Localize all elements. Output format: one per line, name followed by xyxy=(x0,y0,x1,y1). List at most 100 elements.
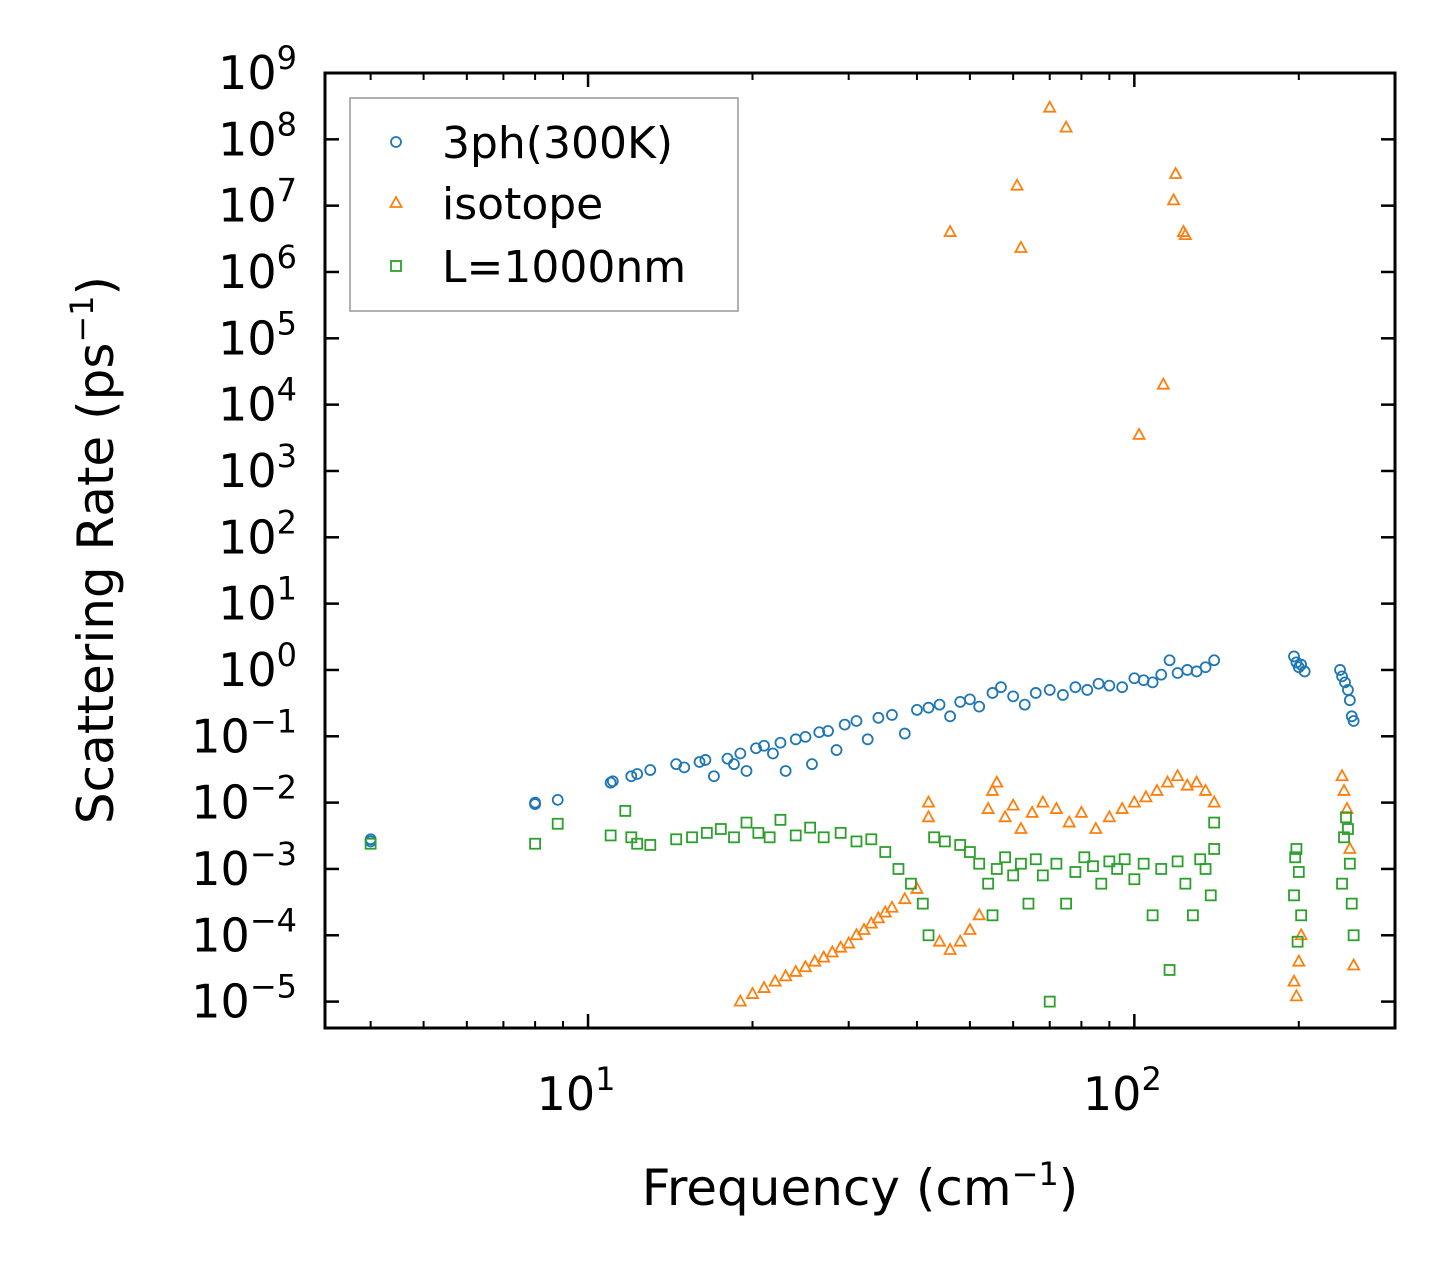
data-point-circle xyxy=(1181,664,1194,676)
data-point-circle xyxy=(693,756,706,768)
data-point-triangle xyxy=(733,993,748,1007)
y-tick-label: 108 xyxy=(218,105,297,166)
data-point-triangle xyxy=(1294,927,1309,941)
data-point-circle xyxy=(886,709,898,721)
legend-marker-circle xyxy=(390,136,402,148)
data-point-triangle xyxy=(841,935,856,949)
data-point-triangle xyxy=(884,899,899,913)
data-point-square xyxy=(529,837,541,850)
legend-label-isotope: isotope xyxy=(442,179,603,230)
data-point-square xyxy=(916,897,929,910)
data-point-circle xyxy=(678,761,691,774)
data-point-circle xyxy=(699,754,712,766)
data-point-circle xyxy=(933,698,946,711)
data-point-square xyxy=(1199,863,1212,875)
y-tick-label: 102 xyxy=(218,503,297,564)
data-point-circle xyxy=(604,776,617,789)
data-point-circle xyxy=(1199,661,1212,674)
data-point-triangle xyxy=(1178,227,1193,240)
data-point-triangle xyxy=(1035,794,1050,808)
data-point-square xyxy=(1078,851,1091,864)
data-point-triangle xyxy=(1291,953,1306,967)
data-point-square xyxy=(551,817,564,830)
data-point-circle xyxy=(1029,687,1042,699)
y-tick-label: 106 xyxy=(218,238,297,299)
legend-label-3ph: 3ph(300K) xyxy=(442,118,673,169)
data-point-square xyxy=(922,929,935,942)
data-point-triangle xyxy=(856,922,872,935)
data-point-circle xyxy=(922,701,935,714)
data-point-circle xyxy=(813,726,826,739)
data-point-triangle xyxy=(1013,821,1028,834)
data-point-circle xyxy=(986,687,999,699)
data-point-circle xyxy=(1081,684,1094,696)
data-point-triangle xyxy=(1138,789,1153,803)
data-point-circle xyxy=(799,730,812,743)
data-point-circle xyxy=(779,765,792,777)
data-point-square xyxy=(905,877,917,890)
data-point-triangle xyxy=(807,953,822,967)
data-point-triangle xyxy=(1170,768,1185,782)
data-point-square xyxy=(1087,860,1099,873)
data-point-triangle xyxy=(1289,988,1304,1002)
data-point-triangle xyxy=(745,986,760,999)
data-point-square xyxy=(1179,877,1192,890)
data-point-square xyxy=(714,823,727,835)
data-point-triangle xyxy=(1127,794,1142,808)
data-point-circle xyxy=(721,752,734,765)
data-point-triangle xyxy=(1010,177,1025,191)
data-point-circle xyxy=(861,733,874,746)
data-point-triangle xyxy=(1115,801,1130,814)
data-point-square xyxy=(1128,873,1141,886)
data-point-square xyxy=(1146,909,1159,922)
y-tick-label: 101 xyxy=(218,570,297,631)
y-tick-label: 109 xyxy=(218,39,297,100)
data-point-circle xyxy=(1092,677,1105,690)
data-point-square xyxy=(1050,857,1063,870)
data-point-circle xyxy=(1298,665,1311,678)
data-point-square xyxy=(644,839,657,851)
data-point-square xyxy=(1171,855,1184,868)
data-point-circle xyxy=(1339,676,1351,689)
data-point-square xyxy=(763,831,776,844)
series-triangle-group xyxy=(733,99,1361,1007)
data-point-triangle xyxy=(757,980,772,993)
data-point-circle xyxy=(806,758,818,771)
plot-frame xyxy=(323,71,1397,1030)
data-point-triangle xyxy=(1156,376,1171,390)
data-point-square xyxy=(1292,866,1305,878)
data-point-triangle xyxy=(1006,797,1021,811)
data-point-circle xyxy=(1163,654,1176,667)
data-point-triangle xyxy=(972,907,987,921)
data-point-triangle xyxy=(1160,774,1175,788)
data-point-triangle xyxy=(1149,783,1164,796)
data-point-triangle xyxy=(768,973,783,987)
data-point-circle xyxy=(1343,694,1356,707)
data-point-square xyxy=(865,833,878,846)
data-point-square xyxy=(1347,929,1360,942)
y-tick-label: 105 xyxy=(218,304,297,365)
y-tick-label: 10−3 xyxy=(191,835,297,896)
data-point-square xyxy=(1111,863,1124,875)
data-point-triangle xyxy=(1207,794,1222,808)
data-point-square xyxy=(1060,897,1072,910)
y-tick-label: 100 xyxy=(218,636,297,697)
data-point-triangle xyxy=(985,783,1000,796)
y-tick-label: 103 xyxy=(218,437,297,498)
data-point-triangle xyxy=(1198,783,1213,796)
data-point-square xyxy=(1291,935,1304,948)
data-point-circle xyxy=(1155,668,1168,681)
y-tick-label: 10−5 xyxy=(191,968,297,1029)
data-point-square xyxy=(1340,811,1352,824)
data-point-square xyxy=(1208,816,1221,829)
data-point-circle xyxy=(728,758,740,771)
data-point-circle xyxy=(973,700,986,713)
data-point-square xyxy=(850,835,863,848)
data-point-square xyxy=(1007,869,1020,882)
legend-marker-triangle xyxy=(388,195,404,208)
data-point-circle xyxy=(1288,650,1300,663)
data-point-square xyxy=(1338,831,1350,844)
data-point-square xyxy=(973,857,986,870)
data-point-square xyxy=(752,826,765,839)
